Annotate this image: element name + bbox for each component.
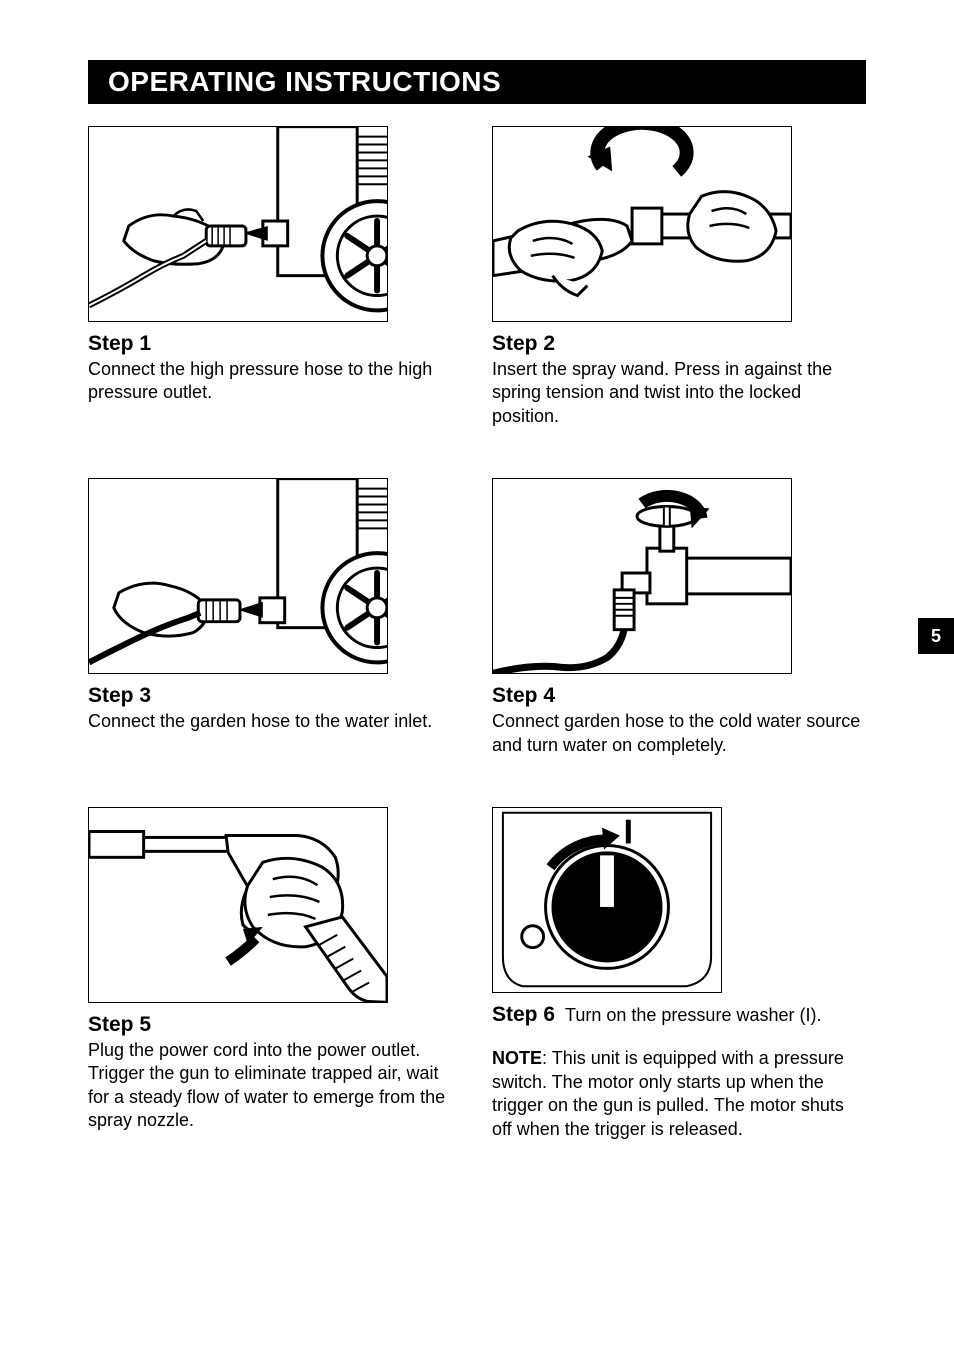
note-text: : This unit is equipped with a pressure … [492, 1048, 844, 1138]
step-5: Step 5 Plug the power cord into the powe… [88, 807, 462, 1141]
step-3-text: Connect the garden hose to the water inl… [88, 710, 462, 733]
step-2: Step 2 Insert the spray wand. Press in a… [492, 126, 866, 428]
step-5-illustration [88, 807, 388, 1003]
step-3: Step 3 Connect the garden hose to the wa… [88, 478, 462, 757]
step-1: Step 1 Connect the high pressure hose to… [88, 126, 462, 428]
step-3-illustration [88, 478, 388, 674]
step-6-text: Turn on the pressure washer (I). [565, 1004, 821, 1027]
note-label: NOTE [492, 1048, 542, 1068]
section-title: OPERATING INSTRUCTIONS [108, 66, 846, 98]
page-number-tab: 5 [918, 618, 954, 654]
step-4-illustration [492, 478, 792, 674]
step-5-title: Step 5 [88, 1013, 462, 1037]
step-2-text: Insert the spray wand. Press in against … [492, 358, 866, 428]
step-4: Step 4 Connect garden hose to the cold w… [492, 478, 866, 757]
step-6: Step 6 Turn on the pressure washer (I). … [492, 807, 866, 1141]
step-3-title: Step 3 [88, 684, 462, 708]
page-number: 5 [931, 626, 941, 647]
step-4-text: Connect garden hose to the cold water so… [492, 710, 866, 757]
step-2-illustration [492, 126, 792, 322]
step-6-title-row: Step 6 Turn on the pressure washer (I). [492, 1003, 866, 1027]
step-2-title: Step 2 [492, 332, 866, 356]
step-6-illustration [492, 807, 722, 993]
steps-grid: Step 1 Connect the high pressure hose to… [88, 126, 866, 1141]
step-1-title: Step 1 [88, 332, 462, 356]
step-6-note: NOTE: This unit is equipped with a press… [492, 1047, 866, 1141]
step-1-text: Connect the high pressure hose to the hi… [88, 358, 462, 405]
step-5-text: Plug the power cord into the power outle… [88, 1039, 462, 1133]
step-6-title: Step 6 [492, 1003, 555, 1027]
step-1-illustration [88, 126, 388, 322]
section-header: OPERATING INSTRUCTIONS [88, 60, 866, 104]
step-4-title: Step 4 [492, 684, 866, 708]
